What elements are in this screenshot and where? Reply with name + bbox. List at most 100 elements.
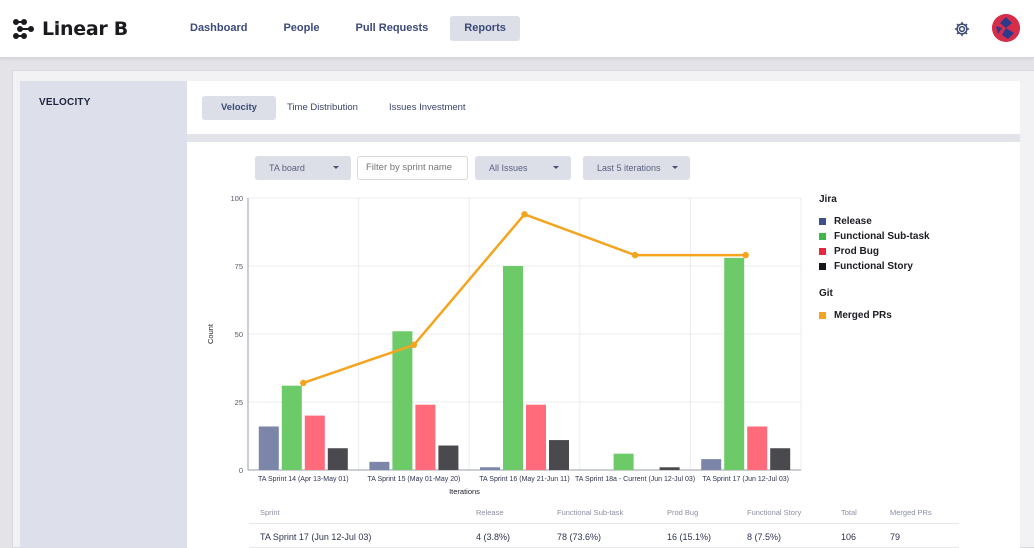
app-name: Linear B <box>42 18 128 40</box>
y-tick-label: 75 <box>235 262 243 271</box>
y-tick-label: 50 <box>235 330 243 339</box>
logo-icon <box>13 19 34 39</box>
y-tick-label: 0 <box>239 466 243 475</box>
merged-prs-point <box>742 251 749 259</box>
sprint-filter-input[interactable] <box>357 156 468 180</box>
column-header[interactable]: Total <box>841 508 857 517</box>
table-cell: 4 (3.8%) <box>476 532 511 542</box>
bar-prod-bug <box>304 415 325 470</box>
top-navigation-bar: Linear B Dashboard People Pull Requests … <box>0 0 1034 58</box>
merged-prs-point <box>521 211 528 218</box>
user-avatar[interactable] <box>992 14 1020 42</box>
column-header[interactable]: Functional Sub-task <box>557 508 624 517</box>
legend-item-functional-subtask[interactable]: Functional Sub-task <box>819 229 1019 244</box>
tab-issues-investment[interactable]: Issues Investment <box>389 102 466 113</box>
gear-icon[interactable] <box>953 20 971 38</box>
legend-group-jira: Jira <box>819 194 837 205</box>
bar-functional-sub-task <box>613 453 634 470</box>
table-row[interactable]: TA Sprint 17 (Jun 12-Jul 03) 4 (3.8%) 78… <box>249 524 959 548</box>
tabs-divider <box>187 134 1020 142</box>
nav-reports[interactable]: Reports <box>450 16 520 41</box>
table-cell: 79 <box>890 532 901 542</box>
bar-release <box>480 467 500 470</box>
bar-functional-sub-task <box>281 385 302 470</box>
x-axis-title: Iterations <box>449 487 480 496</box>
bar-release <box>701 459 722 470</box>
bar-functional-sub-task <box>392 331 413 470</box>
bar-functional-story <box>438 445 459 470</box>
issues-select-value: All Issues <box>489 163 528 173</box>
y-axis-title: Count <box>206 323 215 344</box>
nav-people[interactable]: People <box>283 22 320 34</box>
sidebar-title: VELOCITY <box>39 97 91 108</box>
bar-functional-story <box>549 440 569 470</box>
y-tick-label: 100 <box>230 194 243 203</box>
nav-pull-requests[interactable]: Pull Requests <box>355 22 429 34</box>
merged-prs-point <box>631 251 639 259</box>
main-nav: Dashboard People Pull Requests Reports <box>176 16 528 42</box>
bar-prod-bug <box>747 426 768 470</box>
nav-dashboard[interactable]: Dashboard <box>190 22 248 34</box>
board-select[interactable]: TA board <box>255 156 351 180</box>
report-sidebar: VELOCITY <box>20 81 187 548</box>
bar-functional-sub-task <box>724 257 745 470</box>
legend-swatch <box>819 218 826 225</box>
legend-label: Merged PRs <box>834 310 892 321</box>
chevron-down-icon <box>672 166 678 169</box>
board-select-value: TA board <box>269 163 305 173</box>
chevron-down-icon <box>553 166 559 169</box>
iterations-select[interactable]: Last 5 iterations <box>583 156 690 180</box>
report-content: TA board All Issues Last 5 iterations 0 2… <box>187 142 1020 548</box>
report-tabs: Velocity Time Distribution Issues Invest… <box>187 81 1020 134</box>
bar-functional-story <box>327 448 348 470</box>
x-tick-label: TA Sprint 18a - Current (Jun 12-Jul 03) <box>575 476 695 483</box>
legend-label: Functional Story <box>834 261 913 272</box>
tab-time-distribution[interactable]: Time Distribution <box>287 102 358 113</box>
x-tick-label: TA Sprint 14 (Apr 13-May 01) <box>258 476 349 483</box>
tab-velocity[interactable]: Velocity <box>202 96 276 120</box>
legend-item-merged-prs[interactable]: Merged PRs <box>819 308 1019 323</box>
column-header[interactable]: Prod Bug <box>667 508 699 517</box>
iterations-select-value: Last 5 iterations <box>597 163 661 173</box>
legend-group-git: Git <box>819 288 833 299</box>
legend-item-functional-story[interactable]: Functional Story <box>819 259 1019 274</box>
table-cell: 78 (73.6%) <box>557 532 602 542</box>
legend-label: Prod Bug <box>834 246 879 257</box>
app-logo[interactable]: Linear B <box>12 16 128 42</box>
x-tick-label: TA Sprint 16 (May 21-Jun 11) <box>479 476 569 483</box>
bar-functional-story <box>770 448 791 470</box>
chart-legend: Jira Release Functional Sub-task Prod Bu… <box>819 194 1019 323</box>
table-cell: TA Sprint 17 (Jun 12-Jul 03) <box>260 532 372 542</box>
column-header[interactable]: Sprint <box>260 508 280 517</box>
legend-item-release[interactable]: Release <box>819 214 1019 229</box>
legend-swatch <box>819 312 826 319</box>
legend-swatch <box>819 233 826 240</box>
y-tick-label: 25 <box>235 398 243 407</box>
column-header[interactable]: Merged PRs <box>890 508 932 517</box>
table-cell: 8 (7.5%) <box>747 532 782 542</box>
x-tick-label: TA Sprint 15 (May 01-May 20) <box>367 476 460 483</box>
x-tick-label: TA Sprint 17 (Jun 12-Jul 03) <box>702 476 789 483</box>
bar-functional-sub-task <box>503 266 523 470</box>
merged-prs-line <box>302 212 746 385</box>
column-header[interactable]: Release <box>476 508 504 517</box>
table-cell: 106 <box>841 532 857 542</box>
column-header[interactable]: Functional Story <box>747 508 802 517</box>
issues-select[interactable]: All Issues <box>475 156 571 180</box>
chevron-down-icon <box>333 166 339 169</box>
legend-swatch <box>819 263 826 270</box>
legend-label: Functional Sub-task <box>834 231 930 242</box>
merged-prs-point <box>300 379 307 387</box>
legend-item-prod-bug[interactable]: Prod Bug <box>819 244 1019 259</box>
bar-release <box>369 461 390 470</box>
avatar-icon <box>992 14 1020 42</box>
velocity-chart: 0 25 50 75 100 TA Sprint 14 (Apr 13-May 01) TA… <box>206 194 802 496</box>
legend-label: Release <box>834 216 872 227</box>
bar-prod-bug <box>526 404 546 470</box>
table-header: Sprint Release Functional Sub-task Prod … <box>249 502 959 524</box>
bar-prod-bug <box>415 404 436 470</box>
table-cell: 16 (15.1%) <box>667 532 712 542</box>
bar-functional-story <box>659 467 680 470</box>
legend-swatch <box>819 248 826 255</box>
merged-prs-point <box>410 341 418 349</box>
